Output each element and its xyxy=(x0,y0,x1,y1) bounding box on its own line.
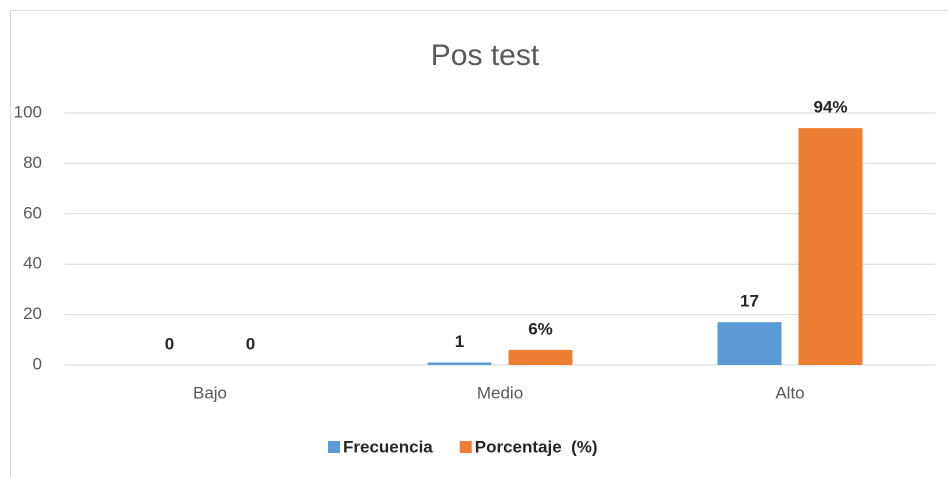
y-tick-label: 100 xyxy=(14,102,42,121)
data-label: 0 xyxy=(246,334,255,353)
data-label: 6% xyxy=(528,319,553,338)
bar xyxy=(508,349,573,365)
data-label: 0 xyxy=(165,334,174,353)
chart-title: Pos test xyxy=(431,39,540,72)
x-tick-label: Alto xyxy=(775,383,804,402)
legend-swatch xyxy=(328,441,340,453)
chart-border xyxy=(10,10,948,477)
y-tick-label: 20 xyxy=(23,304,42,323)
y-tick-label: 0 xyxy=(33,354,42,373)
bar xyxy=(717,322,782,365)
y-tick-label: 80 xyxy=(23,153,42,172)
y-tick-label: 40 xyxy=(23,254,42,273)
x-tick-label: Bajo xyxy=(193,383,227,402)
data-label: 94% xyxy=(813,98,847,117)
legend-swatch xyxy=(459,441,472,453)
y-tick-label: 60 xyxy=(23,203,42,222)
legend-label: Frecuencia xyxy=(343,437,433,456)
data-label: 17 xyxy=(740,292,759,311)
bar xyxy=(798,128,863,365)
bar xyxy=(427,362,492,365)
data-label: 1 xyxy=(455,332,464,351)
legend-label: Porcentaje (%) xyxy=(475,437,598,456)
x-tick-label: Medio xyxy=(477,383,523,402)
